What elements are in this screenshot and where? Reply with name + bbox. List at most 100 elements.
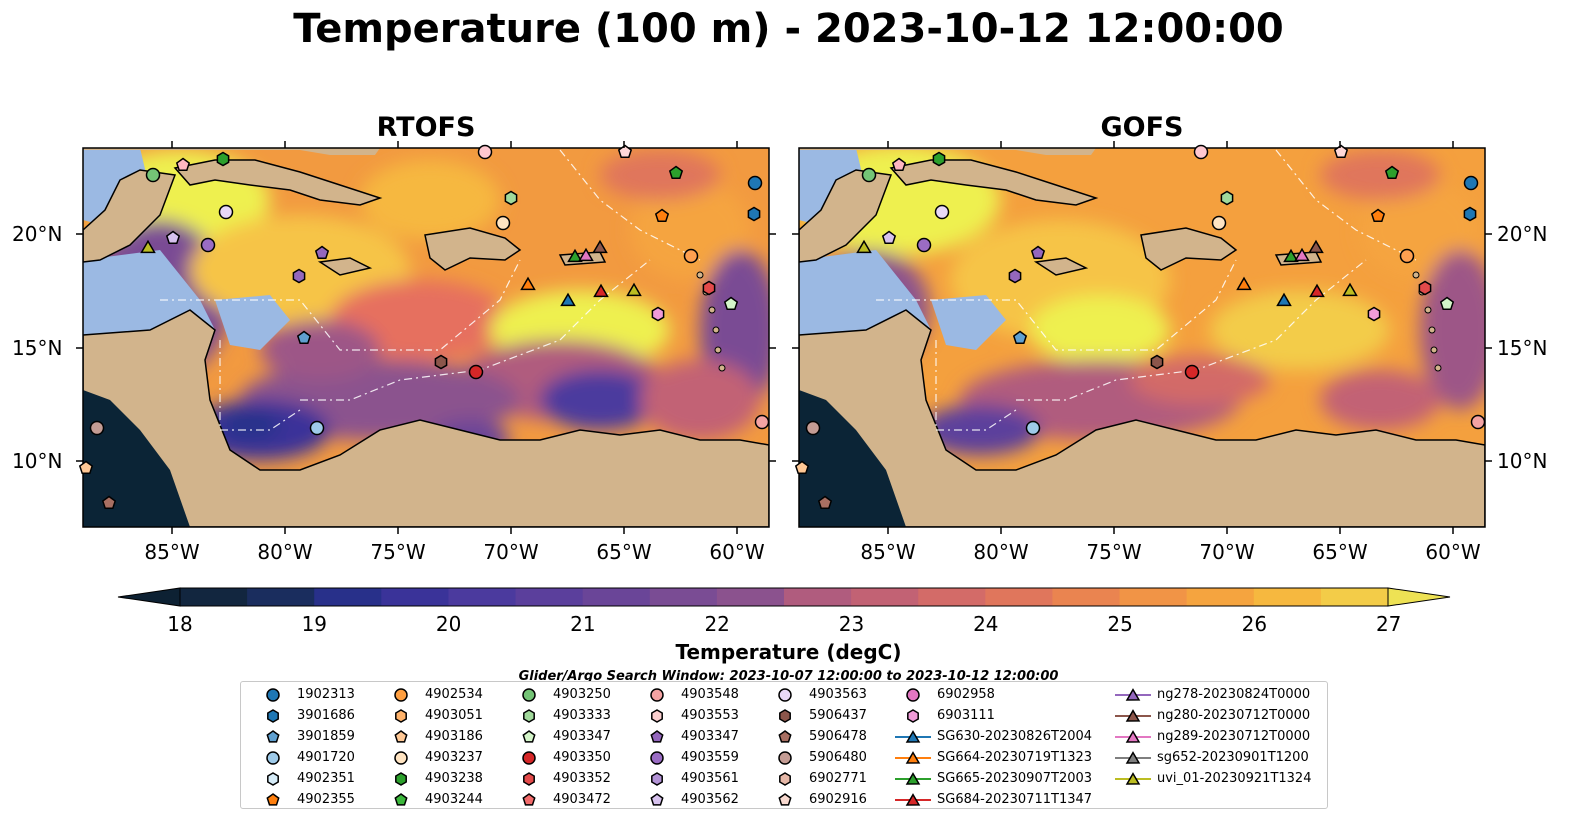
colorbar-tick-label: 21 (570, 612, 596, 636)
float-marker-rtofs (754, 414, 770, 430)
legend-marker (267, 772, 279, 786)
colorbar-segment (314, 588, 382, 606)
map-canvas (76, 141, 1492, 534)
legend-circle (522, 751, 536, 765)
legend-marker (895, 772, 931, 785)
legend-label: SG630-20230826T2004 (937, 729, 1093, 744)
panel-title-gofs: GOFS (1100, 112, 1184, 143)
legend-marker (651, 772, 663, 786)
legend-pentagon (522, 730, 536, 743)
float-marker-rtofs (216, 151, 230, 167)
lon-label-right: 75°W (1086, 540, 1142, 564)
legend-label: 4902351 (297, 771, 355, 786)
colorbar-segment (985, 588, 1053, 606)
lat-label-20-right: 20°N (1497, 222, 1548, 246)
lon-label-right: 70°W (1199, 540, 1255, 564)
legend-label: 4901720 (297, 750, 355, 765)
legend-circle (906, 688, 920, 702)
legend-marker (778, 730, 792, 743)
legend-label: 4902534 (425, 687, 483, 702)
float-marker-gofs (916, 237, 932, 253)
legend-marker (650, 688, 664, 702)
legend-pentagon (650, 730, 664, 743)
legend-circle (778, 688, 792, 702)
float-marker-rtofs (314, 245, 330, 260)
float-marker-rtofs (567, 248, 583, 263)
float-marker-gofs (1439, 296, 1455, 311)
legend-label: 6902771 (809, 771, 867, 786)
float-marker-gofs (1418, 280, 1432, 296)
colorbar-label: Temperature (degC) (675, 640, 902, 664)
float-marker-rtofs (145, 167, 161, 183)
lon-label-left: 60°W (709, 540, 765, 564)
float-marker-gofs (1399, 248, 1415, 264)
legend-marker (895, 793, 931, 806)
legend-label: 5906437 (809, 708, 867, 723)
legend-circle (394, 688, 408, 702)
float-marker-gofs (1184, 364, 1200, 380)
legend-pentagon (522, 793, 536, 806)
search-window-note: Glider/Argo Search Window: 2023-10-07 12… (518, 669, 1059, 684)
legend-hexagon (395, 772, 407, 786)
lon-label-left: 70°W (483, 540, 539, 564)
float-marker-gofs (1309, 283, 1325, 298)
colorbar-segment (381, 588, 449, 606)
legend-marker (650, 751, 664, 765)
legend-marker (267, 709, 279, 723)
legend-label: 4903237 (425, 750, 483, 765)
gofs-map (799, 148, 1485, 527)
lat-label-15-left: 15°N (12, 336, 63, 360)
legend-marker (651, 709, 663, 723)
rtofs-map (83, 148, 769, 527)
float-marker-rtofs (592, 239, 608, 254)
float-marker-gofs (1012, 330, 1028, 345)
legend-marker (778, 751, 792, 765)
colorbar-segment (784, 588, 852, 606)
legend-hexagon (907, 709, 919, 723)
float-marker-gofs (856, 239, 872, 254)
legend-marker (1115, 688, 1151, 701)
legend-label: 4903562 (681, 792, 739, 807)
float-marker-rtofs (702, 280, 716, 296)
legend-marker (395, 772, 407, 786)
legend-label: 4903553 (681, 708, 739, 723)
legend-marker (895, 730, 931, 743)
legend-label: 4903548 (681, 687, 739, 702)
legend-triangle (905, 730, 921, 743)
lat-label-10-left: 10°N (12, 449, 63, 473)
legend-marker (266, 751, 280, 765)
lat-label-20-left: 20°N (12, 222, 63, 246)
float-marker-rtofs (434, 354, 448, 370)
legend-label: ng280-20230712T0000 (1157, 708, 1311, 723)
float-marker-gofs (1193, 144, 1209, 160)
float-marker-rtofs (747, 206, 761, 222)
legend-marker (907, 709, 919, 723)
lon-label-left: 85°W (144, 540, 200, 564)
legend-hexagon (267, 772, 279, 786)
legend-label: 4903561 (681, 771, 739, 786)
float-marker-rtofs (578, 247, 594, 262)
colorbar-segment (515, 588, 584, 606)
colorbar-segment (1119, 588, 1188, 606)
colorbar-segment (1186, 588, 1255, 606)
colorbar-segment (1253, 588, 1322, 606)
colorbar (117, 587, 1451, 607)
legend-marker (1115, 751, 1151, 764)
legend-hexagon (523, 772, 535, 786)
colorbar-segment (918, 588, 986, 606)
legend-label: 3901686 (297, 708, 355, 723)
float-marker-gofs (817, 495, 833, 510)
float-marker-gofs (1025, 420, 1041, 436)
legend-marker (778, 793, 792, 806)
float-marker-gofs (805, 420, 821, 436)
float-marker-gofs (1463, 175, 1479, 191)
legend-circle (266, 751, 280, 765)
legend-label: 6902916 (809, 792, 867, 807)
legend-label: 4903352 (553, 771, 611, 786)
float-marker-gofs (861, 167, 877, 183)
float-marker-gofs (1211, 215, 1227, 231)
lon-label-right: 85°W (860, 540, 916, 564)
legend-label: 4903238 (425, 771, 483, 786)
colorbar-outline (179, 587, 1389, 607)
legend-hexagon (267, 709, 279, 723)
